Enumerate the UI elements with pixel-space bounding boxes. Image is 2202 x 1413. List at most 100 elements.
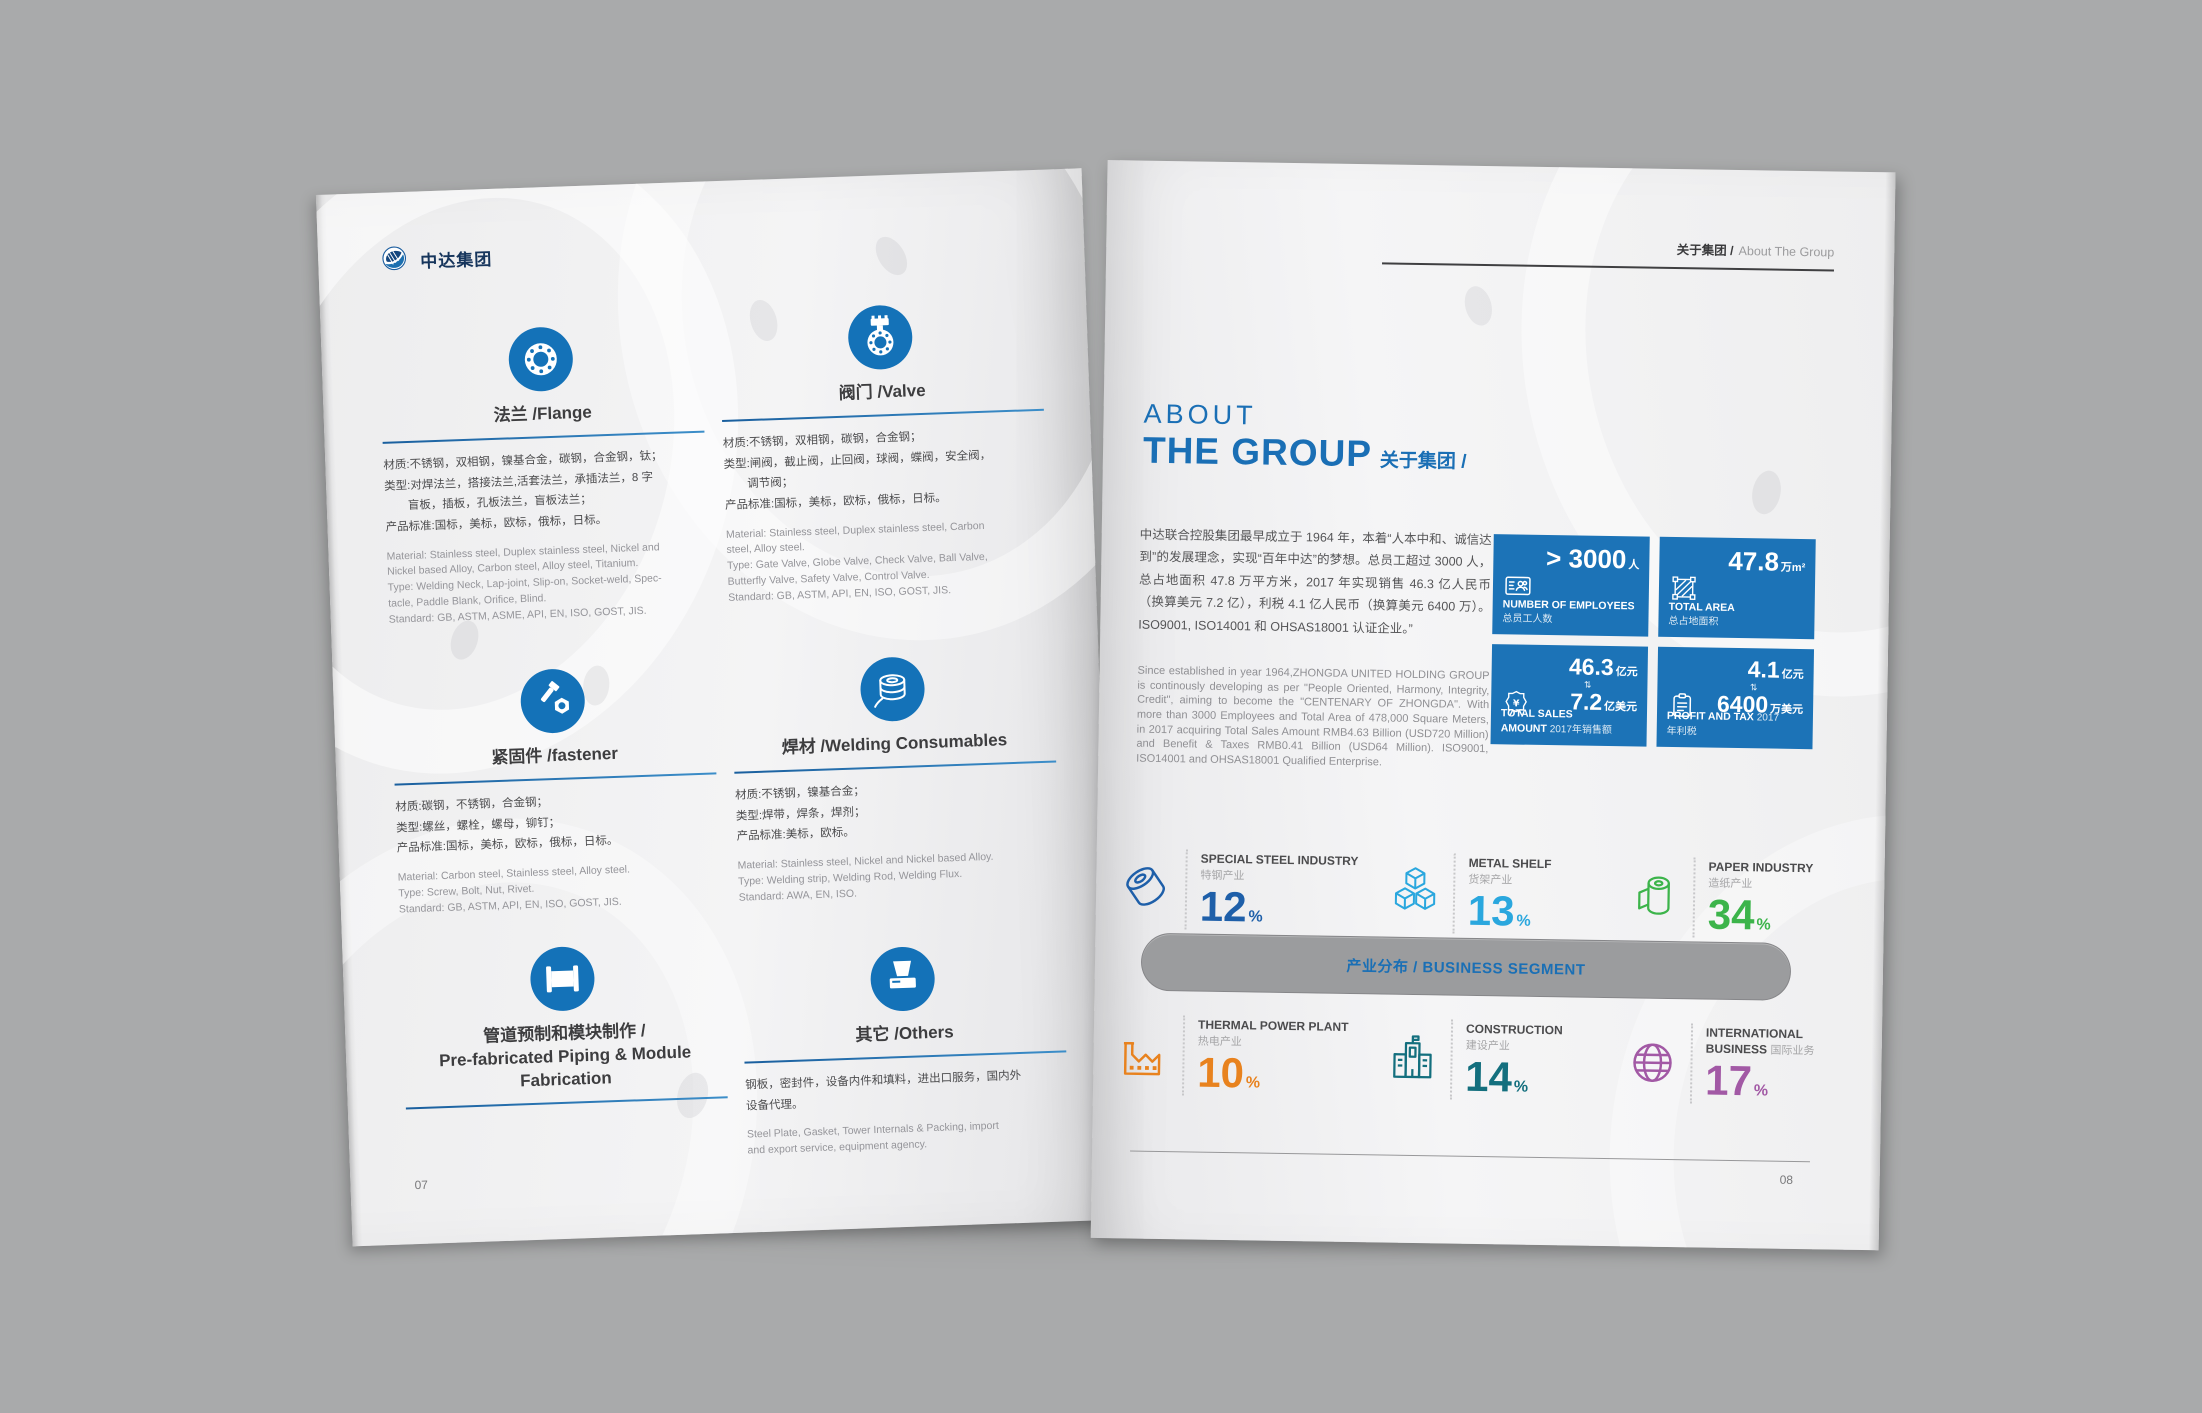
currency-exchange-icon: ⇅ — [1583, 679, 1592, 690]
stat-employees: > 3000 人 NUMBER OF EMPLOYEES 总员工人数 — [1492, 534, 1650, 637]
cubes-icon — [1388, 866, 1443, 921]
section-text-zh: 材质:不锈钢，双相钢，碳钢，合金钢； 类型:闸阀，截止阀，止回阀，球阀，蝶阀，安… — [722, 430, 992, 512]
left-page: 中达集团 法兰 /Flange 材质:不锈钢，双相钢，镍基合金，碳钢，合金钢，钛… — [315, 168, 1119, 1247]
product-section-welding: 焊材 /Welding Consumables 材质:不锈钢，镍基合金； 类型:… — [731, 652, 1061, 906]
product-section-valve: 阀门 /Valve 材质:不锈钢，双相钢，碳钢，合金钢； 类型:闸阀，截止阀，止… — [718, 300, 1050, 606]
page-header: 关于集团 / About The Group — [1382, 234, 1835, 272]
factory-icon — [1117, 1027, 1172, 1082]
company-logo: 中达集团 — [376, 237, 493, 282]
intro-paragraph-en: Since established in year 1964,ZHONGDA U… — [1136, 664, 1490, 769]
profit-clipboard-icon — [1667, 691, 1697, 721]
segment-metal-shelf: METAL SHELF 货架产业 13% — [1387, 841, 1645, 949]
product-section-piping: 管道预制和模块制作 / Pre-fabricated Piping & Modu… — [400, 941, 728, 1110]
footer-rule — [1130, 1150, 1810, 1163]
section-text-en: Material: Stainless steel, Duplex stainl… — [725, 519, 988, 604]
segment-label: INTERNATIONAL BUSINESS 国际业务 — [1705, 1025, 1815, 1057]
intro-paragraph-zh: 中达联合控股集团最早成立于 1964 年，本着“人本中和、诚信达到”的发展理念，… — [1138, 527, 1492, 636]
section-underline — [734, 760, 1057, 774]
page-title: ABOUT THE GROUP 关于集团 / — [1143, 399, 1468, 478]
section-underline — [744, 1050, 1067, 1064]
segment-label: CONSTRUCTION 建设产业 — [1465, 1021, 1563, 1052]
section-underline — [722, 408, 1044, 422]
company-logo-text: 中达集团 — [420, 249, 493, 272]
segment-percent: 10% — [1196, 1048, 1261, 1097]
dotted-separator — [1181, 1015, 1186, 1096]
section-text-en: Material: Stainless steel, Nickel and Ni… — [737, 850, 994, 904]
product-section-fastener: 紧固件 /fastener 材质:碳钢，不锈钢，合金钢； 类型:螺丝，螺栓，螺母… — [391, 663, 721, 917]
stat-total-area: 47.8 万m² TOTAL AREA 总占地面积 — [1658, 536, 1816, 640]
product-section-others: 其它 /Others 钢板，密封件，设备内件和填料，进出口服务，国内外 设备代理… — [741, 941, 1070, 1159]
svg-text:¥: ¥ — [1513, 698, 1520, 709]
section-underline — [405, 1096, 728, 1110]
title-zh: 关于集团 / — [1379, 450, 1467, 473]
dotted-separator — [1449, 1019, 1454, 1100]
segment-percent: 12% — [1199, 882, 1263, 931]
stat-profit-tax: 4.1 亿元 ⇅ 6400 万美元 PROFIT AND TAX 2017年利税 — [1656, 646, 1815, 750]
segment-label: THERMAL POWER PLANT 热电产业 — [1197, 1017, 1349, 1048]
stat-total-sales: 46.3 亿元 ⇅ 7.2 亿美元 ¥ TOTAL SALES AMOUNT 201… — [1490, 644, 1649, 747]
section-title: 焊材 /Welding Consumables — [781, 730, 1008, 758]
right-page: 关于集团 / About The Group ABOUT THE GROUP 关于集… — [1090, 160, 1896, 1251]
employees-icon — [1503, 570, 1533, 600]
welding-consumables-icon — [859, 656, 926, 723]
title-line2: THE GROUP — [1142, 429, 1373, 475]
dotted-separator — [1689, 1023, 1694, 1104]
section-text-zh: 钢板，密封件，设备内件和填料，进出口服务，国内外 设备代理。 — [745, 1069, 1022, 1113]
watermark-dot — [1748, 468, 1785, 517]
segment-percent: 14% — [1464, 1052, 1529, 1101]
segment-percent: 13% — [1467, 886, 1531, 935]
building-icon — [1385, 1032, 1440, 1087]
dotted-separator — [1692, 857, 1696, 938]
section-title: 管道预制和模块制作 / Pre-fabricated Piping & Modu… — [438, 1021, 692, 1091]
page-number-left: 07 — [414, 1177, 429, 1193]
segment-label: METAL SHELF 货架产业 — [1468, 855, 1552, 887]
stat-label: NUMBER OF EMPLOYEES 总员工人数 — [1502, 598, 1635, 625]
page-number-right: 08 — [1779, 1172, 1794, 1187]
header-rule — [1382, 262, 1834, 272]
stat-label: TOTAL AREA 总占地面积 — [1668, 601, 1735, 628]
section-text-en: Material: Stainless steel, Duplex stainl… — [386, 540, 662, 626]
segment-percent: 34% — [1707, 890, 1771, 939]
section-title: 阀门 /Valve — [838, 380, 926, 403]
business-segment-bar: 产业分布 / BUSINESS SEGMENT — [1140, 932, 1792, 1001]
segment-international: INTERNATIONAL BUSINESS 国际业务 17% — [1625, 1010, 1883, 1118]
title-line1: ABOUT — [1143, 398, 1257, 431]
flange-watermark — [1546, 759, 1896, 1251]
section-text-zh: 材质:碳钢，不锈钢，合金钢； 类型:螺丝，螺栓，螺母，铆钉； 产品标准:国标，美… — [395, 796, 619, 855]
section-text-en: Material: Carbon steel, Stainless steel,… — [397, 863, 631, 916]
segment-percent: 17% — [1704, 1056, 1769, 1105]
stats-grid: > 3000 人 NUMBER OF EMPLOYEES 总员工人数 47.8 万m² — [1490, 534, 1816, 750]
stat-label: PROFIT AND TAX 2017年利税 — [1666, 709, 1780, 737]
dotted-separator — [1184, 849, 1188, 930]
watermark-dot — [1460, 283, 1497, 329]
segment-label: PAPER INDUSTRY 造纸产业 — [1708, 859, 1814, 890]
section-title: 其它 /Others — [855, 1022, 954, 1045]
paper-roll-icon — [1628, 869, 1683, 924]
steel-coil-icon — [1120, 861, 1175, 916]
dotted-separator — [1452, 853, 1456, 934]
section-underline — [394, 772, 717, 786]
segment-paper-industry: PAPER INDUSTRY 造纸产业 34% — [1627, 844, 1885, 952]
segment-construction: CONSTRUCTION 建设产业 14% — [1385, 1007, 1643, 1115]
segment-thermal-power: THERMAL POWER PLANT 热电产业 10% — [1117, 1002, 1375, 1110]
others-icon — [869, 945, 936, 1013]
currency-exchange-icon: ⇅ — [1749, 681, 1758, 693]
segment-special-steel: SPECIAL STEEL INDUSTRY 特钢产业 12% — [1119, 836, 1377, 944]
flange-icon — [507, 326, 574, 393]
sales-yuan-icon: ¥ — [1501, 688, 1531, 718]
valve-icon — [847, 304, 914, 371]
section-underline — [382, 430, 705, 444]
header-en: About The Group — [1738, 243, 1835, 260]
section-title: 紧固件 /fastener — [491, 743, 619, 768]
section-text-zh: 材质:不锈钢，镍基合金； 类型:焊带，焊条，焊剂； 产品标准:美标，欧标。 — [734, 785, 866, 844]
area-icon — [1669, 573, 1699, 603]
segment-label: SPECIAL STEEL INDUSTRY 特钢产业 — [1200, 851, 1359, 882]
header-zh: 关于集团 / — [1676, 243, 1734, 258]
globe-icon — [1625, 1035, 1680, 1090]
fastener-icon — [519, 667, 586, 735]
company-logo-icon — [376, 240, 413, 282]
section-text-zh: 材质:不锈钢，双相钢，镍基合金，碳钢，合金钢，钛； 类型:对焊法兰，搭接法兰,活… — [383, 450, 663, 534]
product-section-flange: 法兰 /Flange 材质:不锈钢，双相钢，镍基合金，碳钢，合金钢，钛； 类型:… — [379, 322, 711, 628]
section-title: 法兰 /Flange — [493, 402, 593, 425]
